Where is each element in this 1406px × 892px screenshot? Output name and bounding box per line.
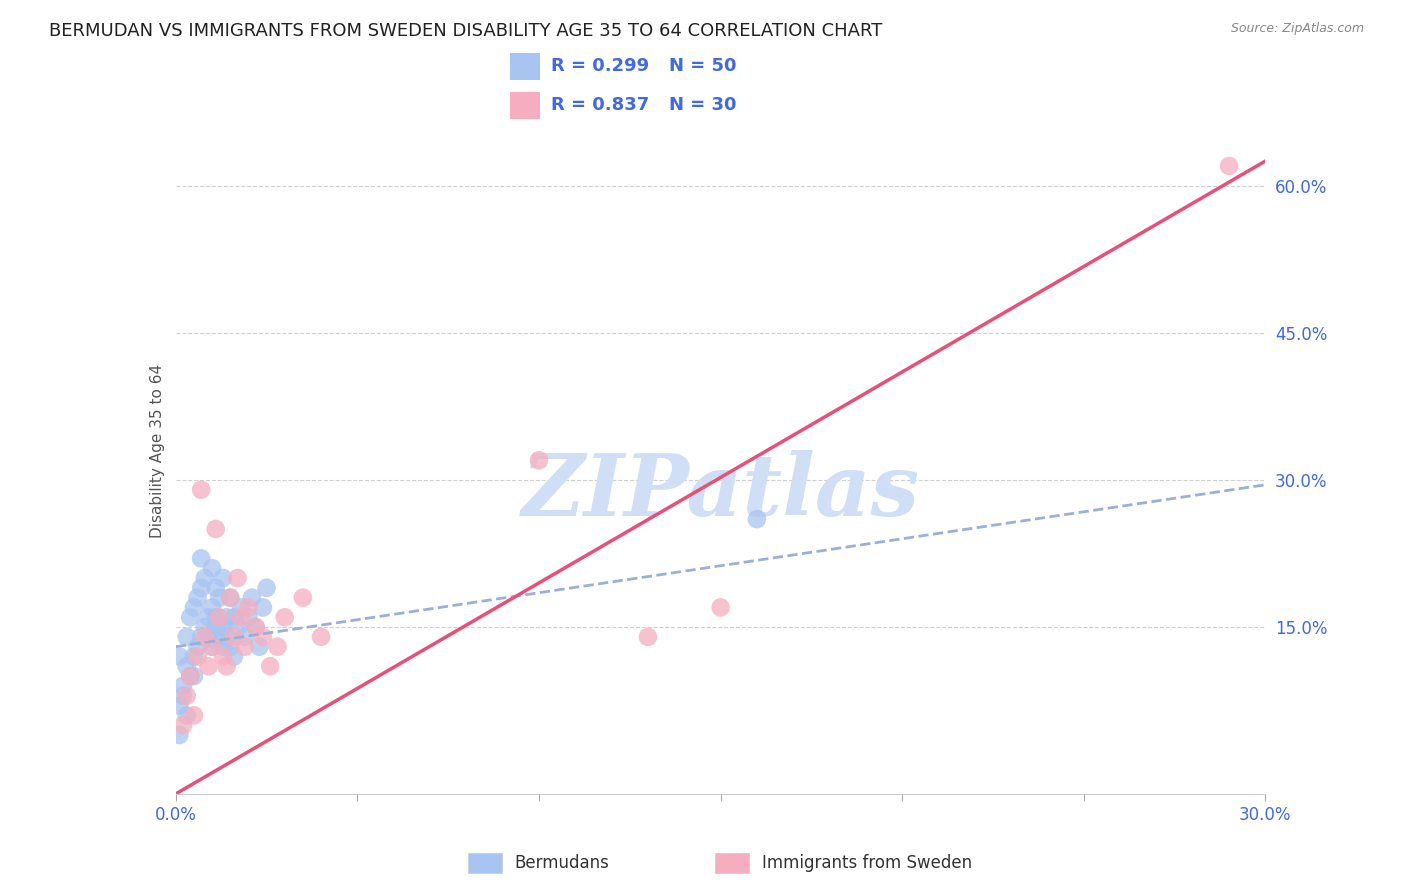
- Point: [266, 640, 288, 654]
- Point: [201, 600, 224, 615]
- Point: [212, 571, 235, 585]
- Point: [197, 630, 219, 644]
- Point: [259, 659, 281, 673]
- Point: [194, 571, 217, 585]
- Point: [179, 669, 201, 683]
- Point: [208, 591, 231, 605]
- Point: [169, 728, 191, 742]
- Point: [190, 581, 212, 595]
- Point: [190, 483, 212, 497]
- Point: [226, 620, 249, 634]
- Point: [238, 600, 260, 615]
- Point: [527, 453, 550, 467]
- Point: [169, 698, 191, 713]
- Text: N = 50: N = 50: [669, 57, 737, 75]
- Point: [204, 610, 226, 624]
- Point: [169, 649, 191, 664]
- Point: [197, 659, 219, 673]
- Point: [233, 640, 256, 654]
- Point: [222, 649, 245, 664]
- Bar: [510, 54, 540, 80]
- Point: [233, 630, 256, 644]
- Bar: [510, 92, 540, 120]
- Point: [172, 689, 194, 703]
- Point: [190, 551, 212, 566]
- Point: [204, 522, 226, 536]
- Point: [176, 708, 198, 723]
- Text: N = 30: N = 30: [669, 96, 737, 114]
- Point: [291, 591, 314, 605]
- Point: [204, 581, 226, 595]
- Point: [215, 610, 238, 624]
- Text: R = 0.837: R = 0.837: [551, 96, 650, 114]
- Point: [212, 649, 235, 664]
- Point: [247, 640, 270, 654]
- Point: [215, 659, 238, 673]
- Point: [245, 620, 267, 634]
- Point: [183, 708, 205, 723]
- Point: [197, 630, 219, 644]
- Point: [183, 669, 205, 683]
- Text: Bermudans: Bermudans: [515, 854, 609, 872]
- Point: [194, 620, 217, 634]
- Point: [212, 640, 235, 654]
- Point: [212, 620, 235, 634]
- Text: BERMUDAN VS IMMIGRANTS FROM SWEDEN DISABILITY AGE 35 TO 64 CORRELATION CHART: BERMUDAN VS IMMIGRANTS FROM SWEDEN DISAB…: [49, 22, 883, 40]
- Point: [208, 630, 231, 644]
- Text: Source: ZipAtlas.com: Source: ZipAtlas.com: [1230, 22, 1364, 36]
- Bar: [716, 853, 749, 873]
- Point: [176, 630, 198, 644]
- Point: [252, 630, 274, 644]
- Point: [222, 610, 245, 624]
- Point: [256, 581, 278, 595]
- Point: [637, 630, 659, 644]
- Point: [238, 610, 260, 624]
- Point: [172, 718, 194, 732]
- Point: [208, 610, 231, 624]
- Point: [222, 630, 245, 644]
- Text: Immigrants from Sweden: Immigrants from Sweden: [762, 854, 972, 872]
- Point: [186, 649, 209, 664]
- Point: [274, 610, 297, 624]
- Point: [201, 561, 224, 575]
- Point: [176, 689, 198, 703]
- Point: [219, 591, 242, 605]
- Point: [245, 620, 267, 634]
- Point: [183, 600, 205, 615]
- Point: [197, 610, 219, 624]
- Point: [1218, 159, 1240, 173]
- Point: [231, 600, 253, 615]
- Point: [231, 610, 253, 624]
- Point: [309, 630, 332, 644]
- Point: [186, 591, 209, 605]
- Point: [219, 640, 242, 654]
- Point: [226, 571, 249, 585]
- Point: [710, 600, 733, 615]
- Point: [179, 669, 201, 683]
- Point: [172, 679, 194, 693]
- Point: [219, 591, 242, 605]
- Point: [201, 640, 224, 654]
- Text: R = 0.299: R = 0.299: [551, 57, 650, 75]
- Point: [240, 591, 263, 605]
- Point: [190, 630, 212, 644]
- Point: [186, 640, 209, 654]
- Point: [252, 600, 274, 615]
- Point: [204, 620, 226, 634]
- Point: [201, 640, 224, 654]
- Point: [215, 630, 238, 644]
- Bar: [468, 853, 502, 873]
- Point: [179, 610, 201, 624]
- Point: [745, 512, 768, 526]
- Y-axis label: Disability Age 35 to 64: Disability Age 35 to 64: [149, 363, 165, 538]
- Point: [183, 649, 205, 664]
- Text: ZIPatlas: ZIPatlas: [522, 450, 920, 533]
- Point: [176, 659, 198, 673]
- Point: [194, 630, 217, 644]
